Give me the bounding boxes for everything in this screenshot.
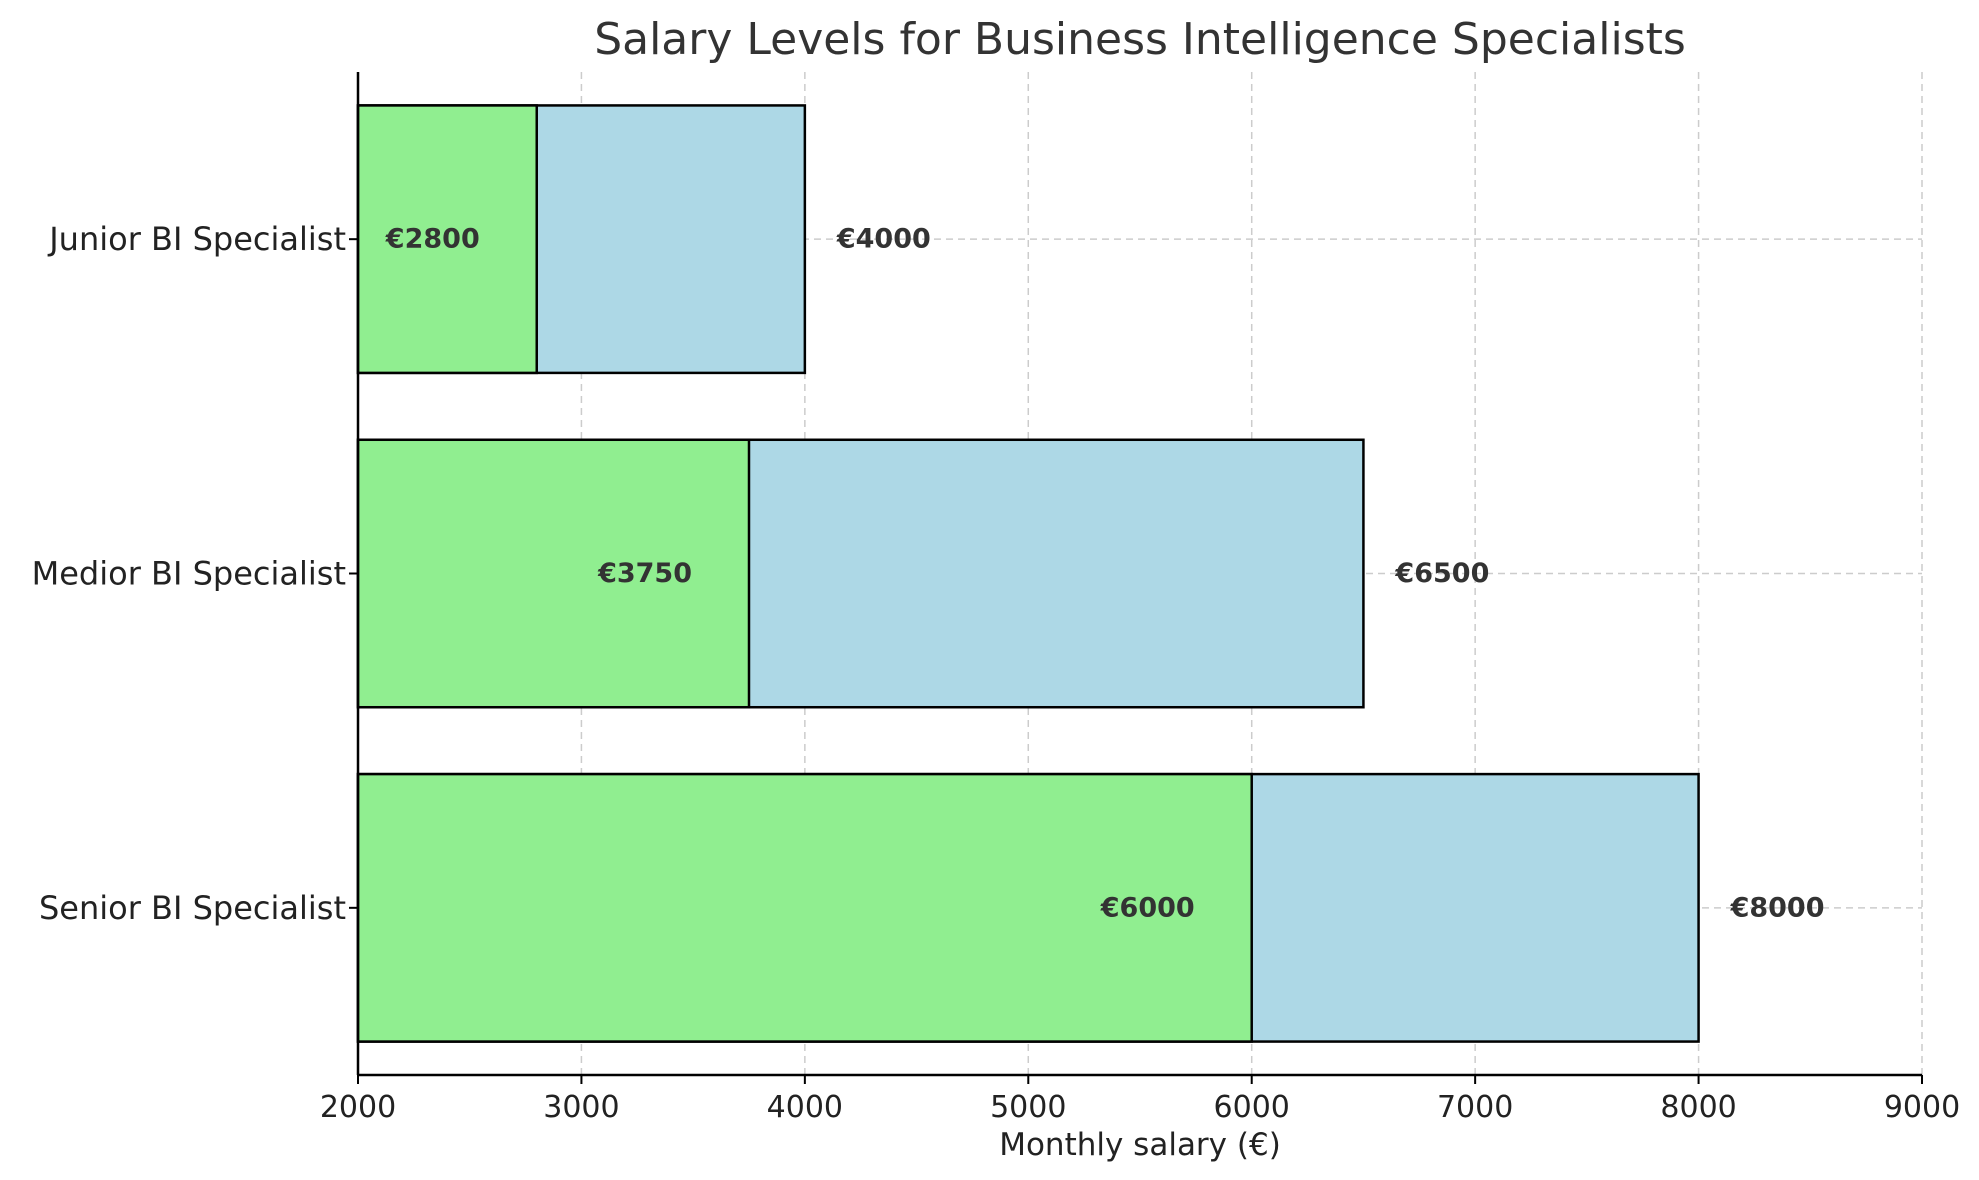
y-tick-label-1: Medior BI Specialist <box>32 555 346 593</box>
data-labels: €4000 €6500 €8000 €2800 €3750 €6000 <box>385 224 1825 924</box>
x-tick-label-5000: 5000 <box>990 1090 1066 1125</box>
x-tick-label-3000: 3000 <box>543 1090 619 1125</box>
bar-series1-0 <box>356 104 538 375</box>
data-label-max-2: €8000 <box>1730 892 1825 923</box>
x-tick-label-8000: 8000 <box>1660 1090 1736 1125</box>
bar-series1-2 <box>356 772 1253 1043</box>
x-tick-label-4000: 4000 <box>767 1090 843 1125</box>
x-tick-label-7000: 7000 <box>1437 1090 1513 1125</box>
x-axis-label: Monthly salary (€) <box>999 1127 1281 1163</box>
bar-series1-1 <box>356 438 751 709</box>
x-tick-label-6000: 6000 <box>1214 1090 1290 1125</box>
x-tick-label-9000: 9000 <box>1884 1090 1960 1125</box>
y-tick-label-0: Junior BI Specialist <box>47 220 346 258</box>
data-label-min-2: €6000 <box>1100 892 1195 923</box>
bars <box>356 104 1700 1043</box>
data-label-min-0: €2800 <box>385 224 480 255</box>
data-label-max-0: €4000 <box>836 224 931 255</box>
data-label-min-1: €3750 <box>597 558 692 589</box>
data-label-max-1: €6500 <box>1394 558 1489 589</box>
x-tick-label-2000: 2000 <box>320 1090 396 1125</box>
axes: 2000 3000 4000 5000 6000 7000 8000 9000 Junior B… <box>32 72 1960 1125</box>
y-tick-label-2: Senior BI Specialist <box>39 889 346 927</box>
chart-title: Salary Levels for Business Intelligence … <box>594 14 1686 65</box>
